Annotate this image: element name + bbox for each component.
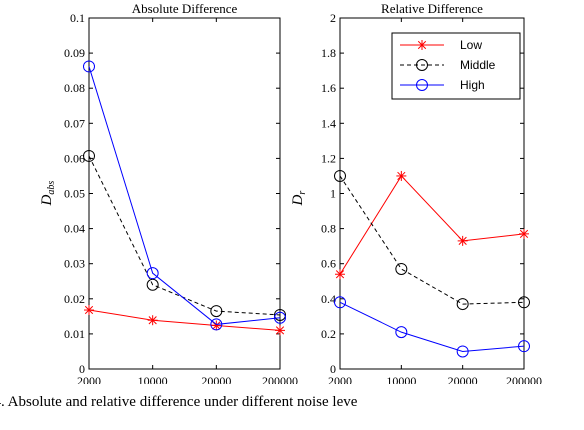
y-tick-label: 0.1 <box>70 11 85 25</box>
series-line-middle <box>88 155 281 316</box>
x-tick-label: 2000 <box>328 374 352 384</box>
data-point-low <box>519 228 529 239</box>
y-tick-label: 0 <box>330 362 336 376</box>
legend-marker-low <box>417 40 427 50</box>
x-tick-label: 10000 <box>386 374 416 384</box>
x-tick-label: 10000 <box>138 374 168 384</box>
y-tick-label: 0 <box>79 362 85 376</box>
figure-caption: . 4. Absolute and relative difference un… <box>0 382 584 430</box>
series-line-middle <box>339 175 525 305</box>
data-point-middle <box>274 308 286 321</box>
series-low <box>84 305 285 336</box>
data-point-low <box>84 305 94 316</box>
legend-label-low: Low <box>460 38 482 52</box>
data-point-middle <box>146 278 159 291</box>
chart-title: Absolute Difference <box>132 1 238 16</box>
y-tick-label: 1.4 <box>321 116 336 130</box>
x-tick-label: 200000 <box>262 374 298 384</box>
x-tick-label: 200000 <box>506 374 542 384</box>
data-point-middle <box>518 296 530 309</box>
x-tick-label: 2000 <box>77 374 101 384</box>
plot-area <box>88 17 281 370</box>
y-tick-label: 0.6 <box>321 257 336 271</box>
data-point-high <box>334 296 346 309</box>
series-line-low <box>88 309 281 331</box>
y-tick-label: 0.02 <box>64 292 85 306</box>
data-point-low <box>396 170 407 181</box>
y-tick-label: 0.4 <box>321 292 336 306</box>
chart-title: Relative Difference <box>381 1 483 16</box>
legend-label-middle: Middle <box>460 58 496 72</box>
y-tick-label: 0.05 <box>64 187 85 201</box>
y-axis-label: Dabs <box>39 181 57 207</box>
data-point-middle <box>334 169 346 182</box>
legend-marker-middle <box>416 59 428 71</box>
legend-box <box>391 32 521 100</box>
chart-panel-1: 0 0.01 0.02 0.03 0.04 0.05 0.06 0.07 0.08 0.09 0.1… <box>39 1 298 384</box>
x-tick-label: 20000 <box>448 374 478 384</box>
series-low <box>335 170 529 280</box>
y-tick-label: 0.03 <box>64 257 85 271</box>
y-tick-label: 1.2 <box>321 151 336 165</box>
figure: 0 0.01 0.02 0.03 0.04 0.05 0.06 0.07 0.08 0.09 0.1… <box>39 1 542 384</box>
series-middle <box>334 169 530 311</box>
data-point-high <box>274 311 286 324</box>
y-tick-label: 0.01 <box>64 327 85 341</box>
series-line-low <box>339 175 525 275</box>
data-point-middle <box>395 262 408 275</box>
chart-panel-2: 0 0.2 0.4 0.6 0.8 1 1.2 1.4 1.6 1.8 2 2000 10000 2000… <box>290 1 542 384</box>
data-point-high <box>456 345 469 358</box>
caption-text: . 4. Absolute and relative difference un… <box>0 394 358 410</box>
y-tick-label: 1.6 <box>321 81 336 95</box>
data-point-low <box>275 325 285 336</box>
data-point-high <box>146 267 159 280</box>
legend-marker-high <box>416 79 428 91</box>
data-point-high <box>83 60 95 73</box>
y-tick-label: 0.07 <box>64 116 85 130</box>
legend-label-high: High <box>460 78 485 92</box>
y-tick-label: 0.8 <box>321 222 336 236</box>
data-point-low <box>457 235 468 246</box>
y-tick-label: 0.04 <box>64 222 85 236</box>
y-tick-label: 1.8 <box>321 46 336 60</box>
data-point-high <box>518 340 530 353</box>
series-high <box>334 296 530 358</box>
series-line-high <box>339 301 525 352</box>
data-point-low <box>335 269 345 280</box>
series-line-high <box>88 66 281 325</box>
data-point-high <box>395 326 408 339</box>
x-tick-label: 20000 <box>201 374 231 384</box>
data-point-middle <box>456 298 469 311</box>
data-point-low <box>147 315 158 326</box>
data-point-middle <box>83 149 95 162</box>
legend: Low Middle High <box>391 32 521 100</box>
series-middle <box>83 149 286 321</box>
series-high <box>83 60 286 331</box>
y-tick-label: 0.08 <box>64 81 85 95</box>
y-axis-label: Dr <box>290 191 308 207</box>
y-tick-label: 0.2 <box>321 327 336 341</box>
y-tick-label: 0.09 <box>64 46 85 60</box>
data-point-high <box>210 318 223 331</box>
data-point-middle <box>210 305 223 318</box>
y-tick-label: 0.06 <box>64 151 85 165</box>
y-tick-label: 1 <box>330 187 336 201</box>
y-tick-label: 2 <box>330 11 336 25</box>
